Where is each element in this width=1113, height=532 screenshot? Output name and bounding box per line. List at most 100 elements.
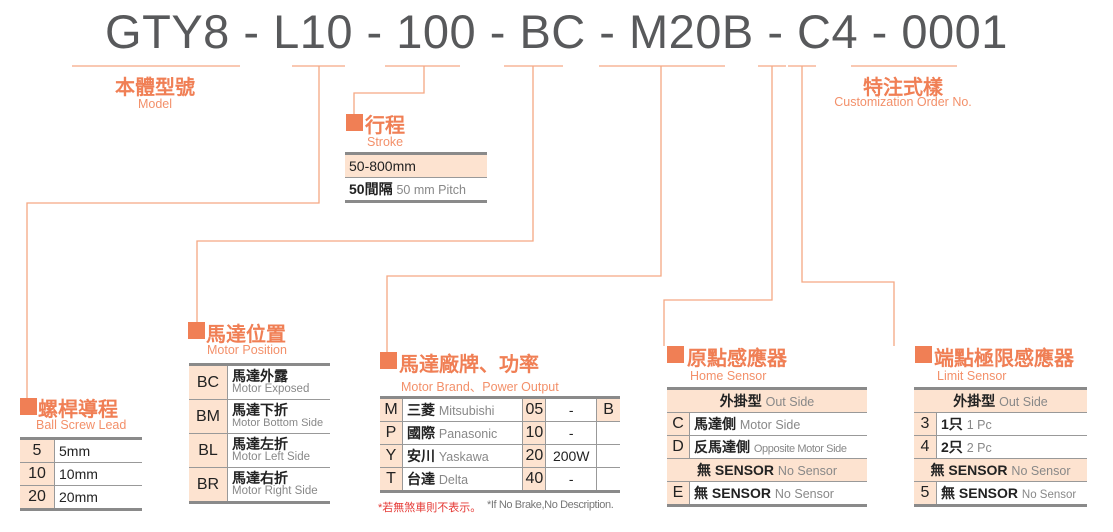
power-code: 40: [522, 467, 547, 492]
power-value: -: [545, 397, 598, 422]
position-marker-icon: [188, 322, 205, 339]
limit-header-cn: 外掛型: [953, 393, 996, 409]
home-table: 外掛型 Out Side C 馬達側 Motor Side D 反馬達側 Oppos…: [667, 387, 867, 507]
brand-en: Mitsubishi: [438, 404, 495, 418]
power-value: -: [545, 467, 598, 492]
brand-en: Delta: [438, 473, 469, 487]
table-row: 4 2只 2 Pc: [914, 435, 1087, 459]
stroke-subtitle: Stroke: [367, 135, 404, 149]
brand-cn: 安川: [407, 448, 435, 464]
lead-subtitle: Ball Screw Lead: [36, 418, 127, 432]
home-marker-icon: [667, 346, 684, 363]
table-row: 5 5mm: [20, 438, 142, 463]
home-en: No Sensor: [774, 487, 834, 501]
limit-en: No Sensor: [1021, 489, 1077, 501]
brake-code: B: [596, 397, 620, 422]
power-code: 20: [522, 444, 547, 468]
table-row: BL 馬達左折 Motor Left Side: [189, 433, 330, 468]
lead-title: 螺桿導程: [38, 397, 118, 421]
home-code: C: [667, 412, 690, 436]
lead-value: 10mm: [54, 462, 142, 486]
table-row: M 三菱 Mitsubishi 05- B: [380, 397, 620, 422]
position-code: BC: [189, 364, 228, 400]
lead-code: 10: [20, 462, 55, 486]
limit-table: 外掛型 Out Side 3 1只 1 Pc 4 2只 2 Pc 無 SENSOR …: [914, 387, 1087, 507]
stroke-range: 50-800mm: [345, 153, 487, 178]
table-row: 20 20mm: [20, 485, 142, 510]
position-code: BR: [189, 467, 228, 503]
connector-limit: [801, 66, 895, 346]
lead-table: 5 5mm 10 10mm 20 20mm: [20, 437, 142, 511]
limit-en: 1 Pc: [966, 418, 992, 432]
model-title: 本體型號: [115, 75, 195, 99]
model-code: GTY8 - L10 - 100 - BC - M20B - C4 - 0001: [105, 5, 1008, 58]
position-cn: 馬達外露: [232, 367, 288, 384]
home-none-header-cn: 無 SENSOR: [697, 462, 775, 478]
power-value: 200W: [545, 444, 598, 468]
limit-cn: 無 SENSOR: [941, 485, 1019, 501]
connector-brand: [386, 66, 662, 353]
home-none-header-en: No Sensor: [777, 464, 837, 478]
custom-subtitle: Customization Order No.: [834, 95, 972, 109]
stroke-table: 50-800mm 50間隔 50 mm Pitch: [345, 152, 487, 203]
position-en: Motor Right Side: [232, 484, 318, 497]
stroke-marker-icon: [346, 114, 363, 131]
lead-code: 5: [20, 438, 55, 463]
home-title: 原點感應器: [687, 346, 787, 370]
brand-title: 馬達廠牌、功率: [399, 352, 539, 376]
power-code: 05: [522, 397, 547, 422]
table-row: BM 馬達下折 Motor Bottom Side: [189, 399, 330, 434]
brand-en: Yaskawa: [438, 450, 489, 464]
lead-value: 5mm: [59, 443, 91, 459]
position-en: Motor Left Side: [232, 450, 310, 463]
limit-none-header-en: No Sensor: [1011, 464, 1071, 478]
table-row: Y 安川 Yaskawa 20 200W: [380, 444, 620, 468]
home-cn: 馬達側: [694, 416, 736, 432]
home-cn: 無 SENSOR: [694, 485, 772, 501]
limit-en: 2 Pc: [966, 441, 992, 455]
home-code: D: [667, 435, 690, 459]
position-en: Motor Exposed: [232, 382, 310, 395]
position-cn: 馬達左折: [232, 435, 288, 452]
lead-value: 20mm: [54, 485, 142, 510]
home-cn: 反馬達側: [694, 439, 750, 455]
table-row: T 台達 Delta 40-: [380, 467, 620, 492]
home-en: Opposite Motor Side: [753, 443, 847, 455]
position-subtitle: Motor Position: [207, 343, 287, 357]
position-code: BL: [189, 433, 228, 468]
lead-marker-icon: [20, 398, 37, 415]
limit-marker-icon: [915, 346, 932, 363]
brand-marker-icon: [380, 352, 397, 369]
table-row: BC 馬達外露 Motor Exposed: [189, 364, 330, 400]
limit-cn: 2只: [941, 439, 963, 455]
lead-code: 20: [20, 485, 55, 510]
connector-position: [196, 66, 534, 322]
table-row: 10 10mm: [20, 462, 142, 486]
brand-cn: 國際: [407, 425, 435, 441]
brand-en: Panasonic: [438, 427, 498, 441]
stroke-pitch-en: 50 mm Pitch: [396, 183, 466, 197]
home-subtitle: Home Sensor: [690, 369, 767, 383]
limit-code: 5: [914, 481, 937, 506]
table-row: BR 馬達右折 Motor Right Side: [189, 467, 330, 503]
brake-note-cn: *若無煞車則不表示。: [378, 502, 482, 514]
home-en: Motor Side: [739, 418, 801, 432]
limit-none-header-cn: 無 SENSOR: [930, 462, 1008, 478]
limit-header-en: Out Side: [999, 395, 1048, 409]
position-code: BM: [189, 399, 228, 434]
home-header-en: Out Side: [765, 395, 815, 409]
table-row: 3 1只 1 Pc: [914, 412, 1087, 436]
position-cn: 馬達右折: [232, 469, 288, 486]
limit-cn: 1只: [941, 416, 963, 432]
connector-stroke: [353, 66, 425, 115]
connector-lead: [26, 66, 320, 400]
table-row: D 反馬達側 Opposite Motor Side: [667, 435, 867, 459]
brand-code: P: [380, 421, 403, 445]
model-subtitle: Model: [137, 97, 173, 111]
limit-subtitle: Limit Sensor: [937, 369, 1007, 383]
brand-code: T: [380, 467, 403, 492]
